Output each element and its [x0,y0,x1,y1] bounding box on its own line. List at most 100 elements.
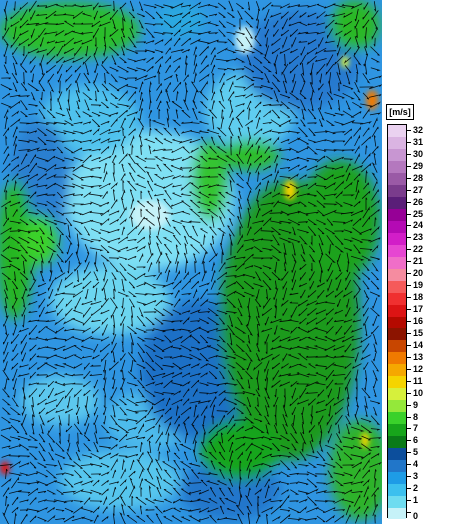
wind-arrow [361,452,371,460]
wind-arrow [64,157,75,162]
wind-arrow [280,445,290,450]
wind-arrow [144,418,156,422]
wind-arrow [315,364,327,368]
wind-arrow [324,112,336,117]
wind-arrow [374,469,377,479]
wind-arrow [353,263,361,271]
wind-arrow [145,209,155,217]
wind-arrow [362,206,370,219]
wind-arrow [266,513,269,524]
wind-arrow [47,208,55,218]
wind-arrow [148,144,152,155]
wind-arrow [173,479,181,487]
wind-arrow [118,109,128,119]
wind-arrow [325,355,335,359]
wind-arrow [221,251,224,264]
wind-arrow [82,121,92,125]
wind-arrow [239,460,242,470]
wind-arrow [145,381,156,387]
wind-arrow [228,315,234,328]
legend-label-18: 18 [413,292,424,303]
wind-arrow [225,58,238,62]
wind-arrow [310,416,314,426]
wind-arrow [53,390,65,397]
wind-arrow [137,225,145,236]
wind-arrow [271,354,280,361]
wind-arrow [135,162,146,173]
wind-arrow [361,272,371,280]
wind-arrow [92,81,100,93]
wind-arrow [355,514,360,524]
wind-arrow [148,440,152,454]
wind-arrow [1,477,12,488]
wind-arrow [18,455,30,458]
wind-arrow [2,407,12,416]
wind-arrow [289,64,299,74]
wind-arrow [55,183,66,189]
wind-arrow [245,27,253,39]
wind-arrow [29,56,37,65]
wind-arrow [153,344,165,352]
wind-arrow [246,226,252,236]
wind-arrow [126,66,139,72]
wind-arrow [371,360,379,372]
wind-arrow [181,292,192,296]
wind-arrow [343,489,353,495]
wind-arrow [56,253,65,263]
wind-arrow [264,360,270,374]
wind-arrow [171,12,184,17]
wind-arrow [371,27,379,41]
wind-arrow [217,134,226,147]
wind-arrow [271,463,281,467]
wind-arrow [350,255,365,261]
wind-arrow [27,173,39,181]
wind-arrow [108,496,120,506]
wind-arrow [208,4,220,9]
wind-arrow [218,317,226,325]
wind-arrow [47,73,55,84]
wind-arrow [217,166,227,170]
wind-arrow [325,480,335,486]
wind-arrow [185,259,188,274]
wind-arrow [216,155,228,163]
wind-arrow [66,452,73,461]
legend-tick [407,440,411,442]
wind-arrow [81,508,93,513]
wind-arrow [216,310,228,315]
wind-arrow [253,362,263,371]
wind-arrow [342,464,356,467]
legend-swatch-31 [388,136,406,150]
wind-arrow [100,237,110,243]
wind-arrow [37,398,47,406]
wind-arrow [81,300,93,306]
wind-arrow [199,217,208,226]
wind-arrow [281,489,289,495]
wind-arrow [246,406,252,416]
wind-arrow [55,409,65,413]
wind-arrow [55,473,66,476]
wind-arrow [126,515,138,523]
wind-arrow [335,272,343,280]
wind-arrow [211,235,215,245]
wind-arrow [70,328,84,331]
wind-arrow [73,461,83,469]
wind-arrow [364,396,368,410]
legend-label-9: 9 [413,399,419,410]
wind-arrow [210,54,216,66]
wind-arrow [30,28,35,39]
wind-arrow [271,82,281,93]
wind-arrow [306,488,319,495]
wind-arrow [136,342,146,354]
wind-arrow [316,3,326,8]
wind-arrow [9,263,21,271]
wind-arrow [0,84,13,91]
wind-arrow [327,424,332,434]
wind-arrow [29,435,39,441]
wind-arrow [372,297,378,309]
wind-arrow [265,37,268,49]
wind-arrow [121,388,125,398]
wind-arrow [138,423,144,434]
wind-arrow [2,512,9,524]
wind-arrow [317,289,325,300]
wind-arrow [281,271,289,281]
